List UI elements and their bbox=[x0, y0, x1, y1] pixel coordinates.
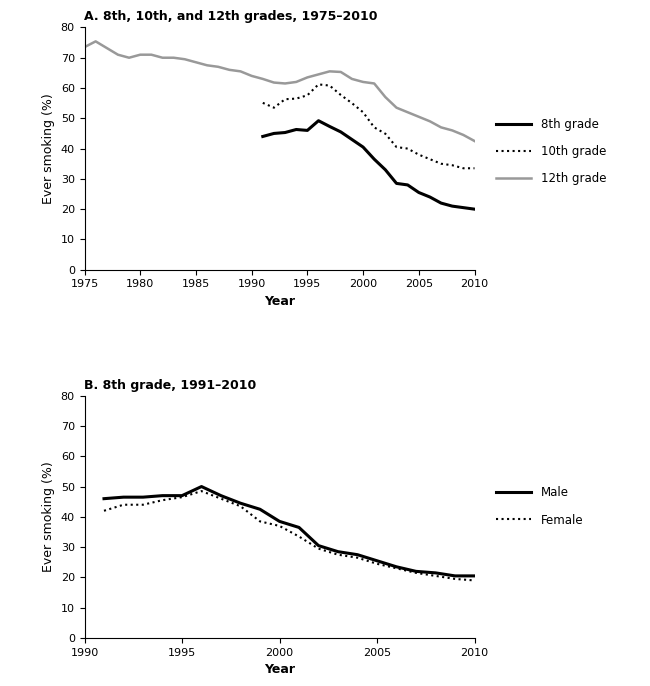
X-axis label: Year: Year bbox=[264, 663, 295, 676]
X-axis label: Year: Year bbox=[264, 295, 295, 308]
Y-axis label: Ever smoking (%): Ever smoking (%) bbox=[42, 462, 55, 572]
Legend: 8th grade, 10th grade, 12th grade: 8th grade, 10th grade, 12th grade bbox=[496, 118, 606, 185]
Text: B. 8th grade, 1991–2010: B. 8th grade, 1991–2010 bbox=[84, 379, 257, 392]
Text: A. 8th, 10th, and 12th grades, 1975–2010: A. 8th, 10th, and 12th grades, 1975–2010 bbox=[84, 10, 378, 23]
Legend: Male, Female: Male, Female bbox=[496, 486, 584, 527]
Y-axis label: Ever smoking (%): Ever smoking (%) bbox=[42, 93, 55, 204]
